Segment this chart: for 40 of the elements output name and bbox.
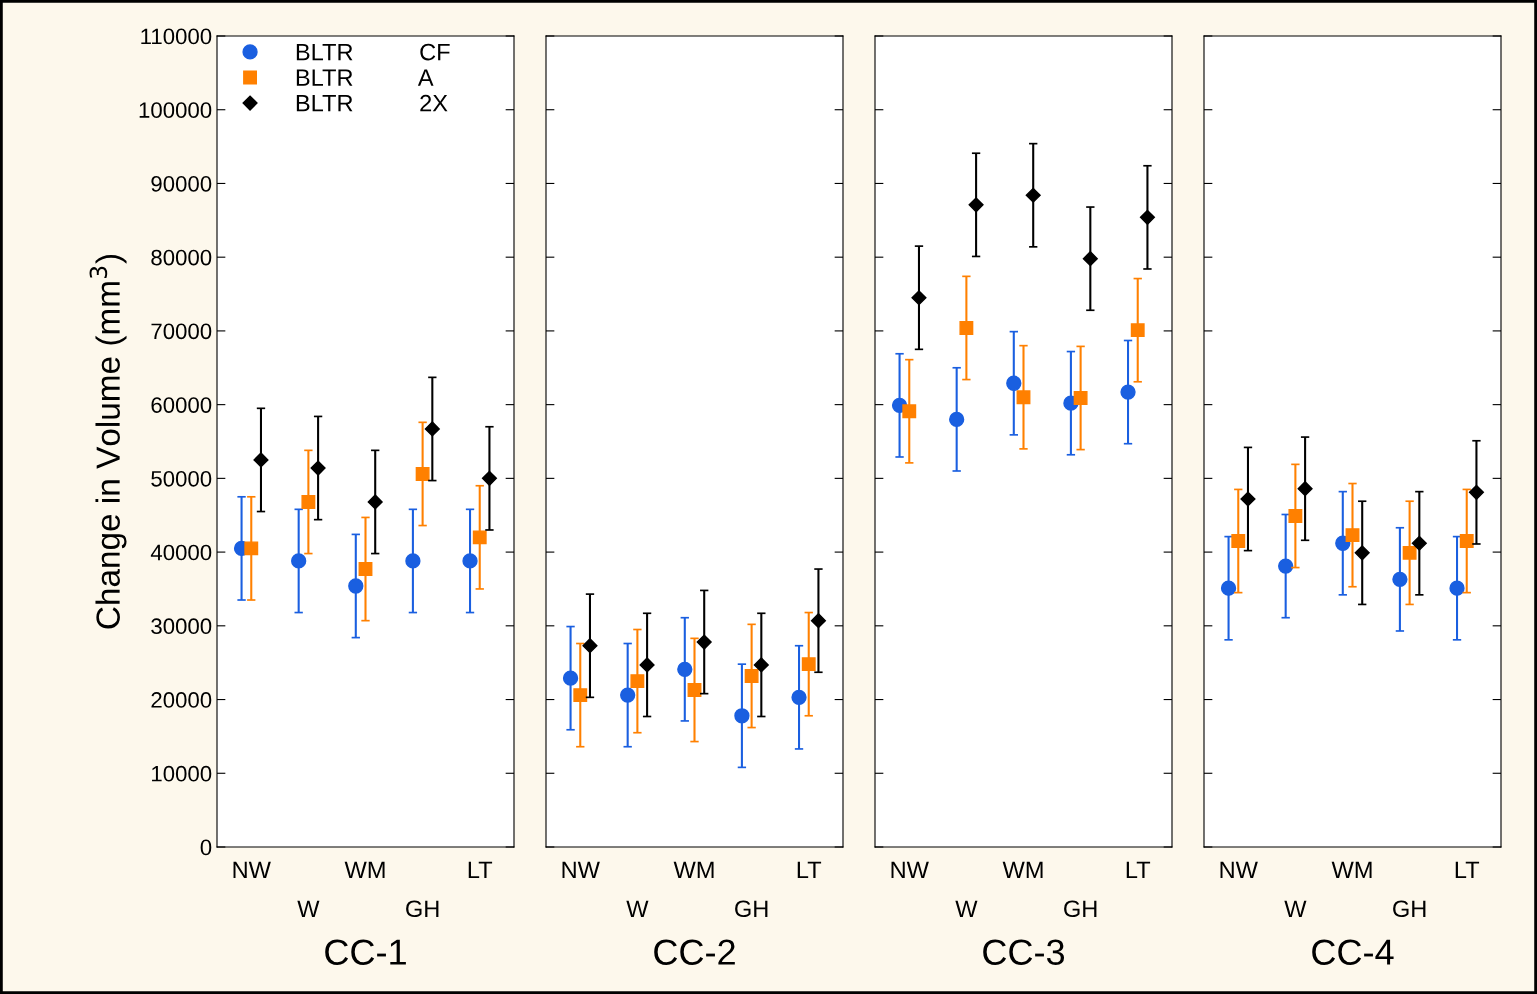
- x-tick-label: WM: [1331, 861, 1372, 878]
- y-axis-title: Change in Volume (mm$^{3}$): [89, 254, 127, 629]
- y-tick-label: 0: [200, 839, 212, 856]
- x-tick-label: LT: [797, 861, 822, 878]
- y-tick-label: 90000: [151, 175, 212, 192]
- y-tick-label: 30000: [151, 618, 212, 635]
- x-axis-title: CC-3: [983, 939, 1065, 965]
- x-tick-label: LT: [1455, 861, 1480, 878]
- x-tick-label: W: [297, 900, 320, 917]
- y-tick-label: 50000: [151, 470, 212, 487]
- x-tick-label: WM: [344, 861, 385, 878]
- x-tick-label: GH: [735, 900, 768, 918]
- x-tick-label: NW: [1220, 861, 1258, 878]
- legend-label: BLTR A: [296, 69, 434, 86]
- x-tick-label: W: [626, 900, 649, 917]
- x-axis-title: CC-4: [1312, 939, 1394, 965]
- y-tick-label: 60000: [151, 397, 212, 413]
- y-tick-label: 80000: [151, 249, 212, 266]
- x-tick-label: WM: [673, 861, 714, 878]
- x-tick-label: GH: [406, 900, 439, 918]
- x-tick-label: LT: [468, 861, 493, 878]
- x-tick-label: GH: [1393, 900, 1426, 918]
- x-axis-title: CC-2: [654, 939, 735, 965]
- y-tick-label: 110000: [141, 28, 212, 45]
- x-tick-label: NW: [562, 861, 600, 878]
- x-tick-label: WM: [1002, 861, 1043, 878]
- x-tick-label: NW: [891, 861, 929, 878]
- y-tick-label: 100000: [139, 102, 212, 118]
- x-tick-label: NW: [233, 861, 271, 878]
- x-tick-label: LT: [1126, 861, 1151, 878]
- y-tick-label: 40000: [150, 544, 212, 561]
- x-axis-title: CC-1: [325, 939, 406, 965]
- legend-label: BLTR CF: [296, 43, 450, 61]
- y-tick-label: 20000: [151, 692, 212, 708]
- x-tick-label: W: [1284, 900, 1307, 917]
- y-tick-label: 10000: [152, 765, 212, 782]
- x-tick-label: W: [955, 900, 978, 917]
- y-tick-label: 70000: [151, 323, 212, 340]
- x-tick-label: GH: [1064, 900, 1097, 918]
- legend-label: BLTR 2X: [296, 94, 448, 112]
